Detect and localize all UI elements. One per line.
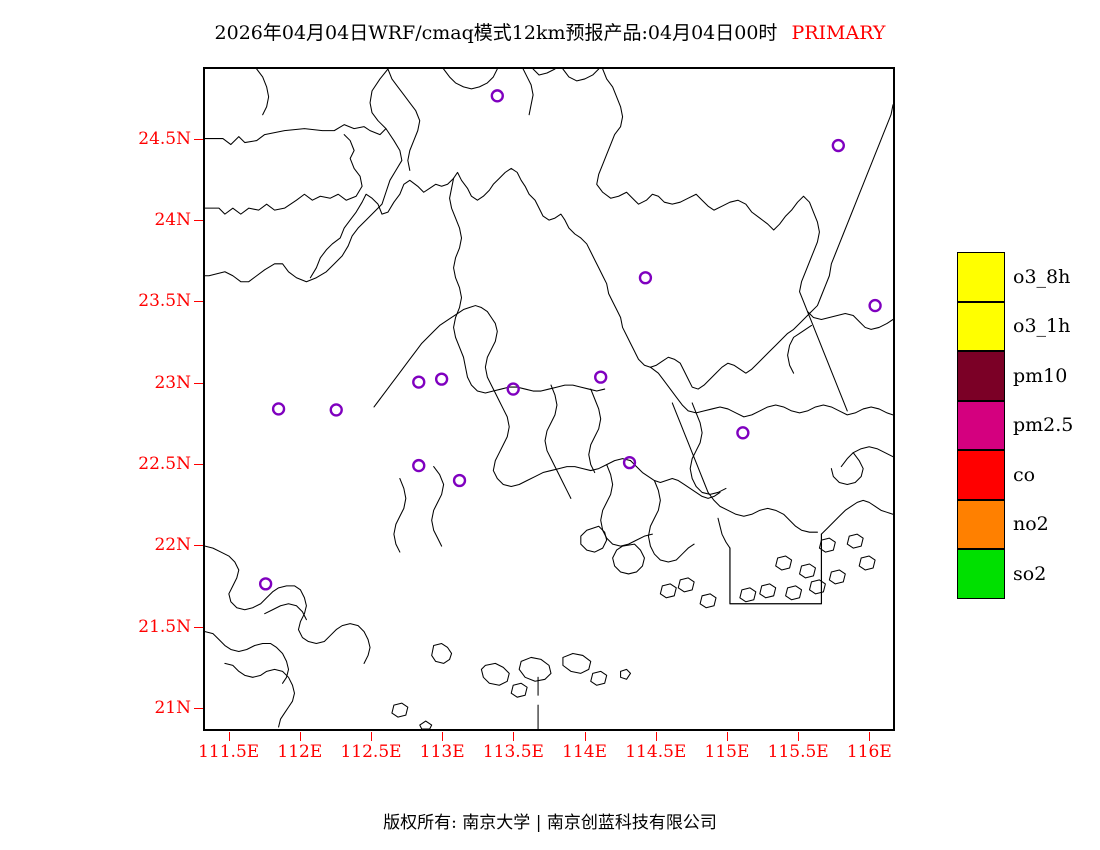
x-axis-tick — [442, 732, 444, 741]
map-canvas — [205, 69, 893, 729]
station-marker — [329, 403, 343, 417]
legend-label: pm2.5 — [1013, 414, 1074, 437]
x-axis-tick — [584, 732, 586, 741]
pollutant-legend: o3_8h o3_1h pm10 pm2.5 co no2 so2 — [957, 252, 1073, 599]
legend-row[interactable]: co — [957, 450, 1035, 500]
y-axis-tick — [194, 708, 203, 710]
x-axis-tick — [869, 732, 871, 741]
legend-swatch-o38h[interactable] — [957, 252, 1005, 302]
y-axis-label: 24N — [154, 209, 191, 230]
legend-label: o3_8h — [1013, 265, 1071, 288]
y-axis-tick — [194, 464, 203, 466]
y-axis-label: 24.5N — [138, 128, 191, 149]
x-axis-tick — [655, 732, 657, 741]
legend-row[interactable]: pm2.5 — [957, 400, 1073, 450]
station-marker — [490, 89, 504, 103]
station-marker — [506, 382, 520, 396]
chart-title: 2026年04月04日WRF/cmaq模式12km预报产品:04月04日00时 P… — [0, 18, 1100, 45]
x-axis-label: 115E — [704, 742, 750, 762]
station-markers — [258, 89, 882, 591]
station-marker — [638, 271, 653, 285]
station-marker — [868, 298, 882, 313]
y-axis-label: 22.5N — [138, 454, 191, 475]
chart-title-badge: PRIMARY — [791, 22, 886, 44]
legend-swatch-pm25[interactable] — [957, 400, 1005, 450]
x-axis-label: 116E — [846, 742, 892, 762]
y-axis-label: 21.5N — [138, 616, 191, 637]
legend-swatch-so2[interactable] — [957, 549, 1005, 599]
x-axis-tick — [726, 732, 728, 741]
x-axis-tick — [371, 732, 373, 741]
y-axis-tick — [194, 301, 203, 303]
y-axis-label: 22N — [154, 535, 191, 556]
station-marker — [452, 473, 467, 488]
y-axis-tick — [194, 138, 203, 140]
legend-row[interactable]: o3_1h — [957, 301, 1070, 351]
station-marker — [434, 372, 449, 386]
x-axis-tick — [299, 732, 301, 741]
copyright-footer: 版权所有: 南京大学 | 南京创蓝科技有限公司 — [383, 813, 717, 833]
legend-label: o3_1h — [1013, 315, 1071, 338]
y-axis-tick — [194, 626, 203, 628]
x-axis-label: 111.5E — [198, 742, 260, 762]
legend-swatch-pm10[interactable] — [957, 351, 1005, 401]
y-axis-label: 23.5N — [138, 291, 191, 312]
y-axis-label: 23N — [154, 372, 191, 393]
x-axis-tick — [798, 732, 800, 741]
legend-label: no2 — [1013, 513, 1049, 536]
legend-label: so2 — [1013, 562, 1047, 585]
y-axis-tick — [194, 382, 203, 384]
legend-swatch-co[interactable] — [957, 450, 1005, 500]
station-marker — [736, 426, 750, 440]
x-axis-tick — [513, 732, 515, 741]
x-axis-tick — [228, 732, 230, 741]
x-axis-label: 112.5E — [340, 742, 402, 762]
province-boundaries — [205, 69, 893, 729]
legend-swatch-no2[interactable] — [957, 499, 1005, 549]
map-plot-area — [203, 67, 895, 731]
y-axis-tick — [194, 545, 203, 547]
x-axis-label: 114.5E — [625, 742, 687, 762]
legend-swatch-o31h[interactable] — [957, 301, 1005, 351]
chart-title-text: 2026年04月04日WRF/cmaq模式12km预报产品:04月04日00时 — [214, 22, 778, 44]
station-marker — [622, 455, 637, 470]
x-axis-label: 115.5E — [767, 742, 829, 762]
station-marker — [271, 402, 286, 416]
legend-label: co — [1013, 463, 1036, 486]
station-marker — [412, 458, 426, 473]
station-marker — [258, 577, 273, 591]
y-axis-label: 21N — [154, 698, 191, 719]
legend-row[interactable]: pm10 — [957, 351, 1067, 401]
legend-row[interactable]: o3_8h — [957, 252, 1070, 302]
x-axis-label: 114E — [562, 742, 608, 762]
x-axis-label: 113.5E — [482, 742, 544, 762]
x-axis-label: 113E — [419, 742, 465, 762]
legend-row[interactable]: so2 — [957, 549, 1046, 599]
y-axis-tick — [194, 219, 203, 221]
legend-row[interactable]: no2 — [957, 499, 1049, 549]
station-marker — [594, 370, 608, 384]
station-marker — [831, 138, 845, 153]
legend-label: pm10 — [1013, 364, 1068, 387]
x-axis-label: 112E — [277, 742, 323, 762]
station-marker — [412, 375, 426, 389]
